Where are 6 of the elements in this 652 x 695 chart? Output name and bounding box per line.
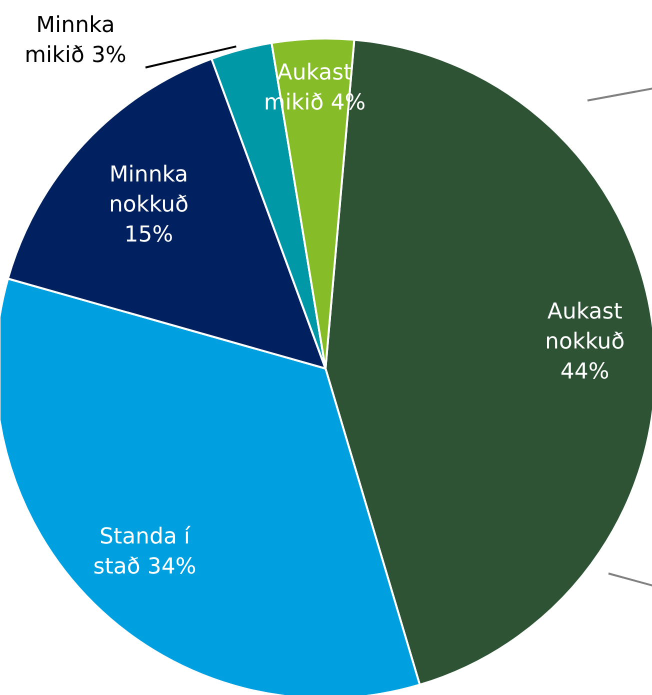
data-label: 15% bbox=[124, 222, 174, 248]
data-label: 44% bbox=[560, 360, 610, 385]
slice-label: Minnka nokkuð bbox=[108, 162, 189, 218]
slice-label: Aukast nokkuð bbox=[545, 300, 625, 355]
slice-label: Standa í stað 34% bbox=[93, 524, 196, 580]
slice-label: Minnka mikið 3% bbox=[24, 13, 126, 68]
